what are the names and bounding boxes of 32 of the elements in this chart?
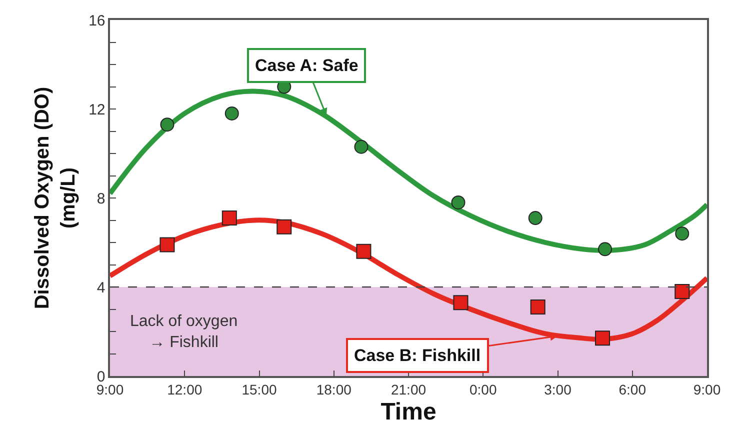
y-tick-label: 12 (88, 101, 106, 118)
band-label: Lack of oxygen → Fishkill (130, 313, 238, 351)
x-tick-label: 12:00 (167, 382, 202, 398)
point (675, 226, 690, 241)
point (528, 211, 542, 226)
point (354, 140, 368, 154)
x-axis-title: Time (380, 398, 436, 426)
annotation: Case A: Safe (255, 56, 358, 75)
point (160, 118, 174, 132)
x-tick-label: 6:00 (618, 382, 646, 398)
point (595, 330, 610, 346)
y-tick-label: 4 (96, 279, 106, 296)
point (530, 300, 546, 315)
point (160, 237, 175, 252)
y-tick-label: 16 (88, 12, 106, 30)
annotation: Case B: Fishkill (354, 346, 481, 365)
x-tick-label: 15:00 (242, 382, 277, 398)
x-tick-label: 0:00 (470, 382, 497, 398)
point (224, 106, 239, 120)
point (453, 295, 468, 310)
point (451, 195, 466, 210)
point (276, 219, 292, 234)
x-tick-label: 21:00 (390, 382, 426, 398)
x-tick-label: 18:00 (316, 382, 352, 398)
y-tick-label: 8 (96, 190, 106, 208)
point (598, 242, 612, 256)
point (674, 284, 690, 299)
x-tick-label: 3:00 (544, 382, 572, 398)
y-axis-title: Dissolved Oxygen (DO) (mg/L) (32, 86, 80, 310)
point (356, 244, 372, 259)
x-tick-label: 9:00 (693, 382, 721, 398)
point (222, 210, 237, 226)
